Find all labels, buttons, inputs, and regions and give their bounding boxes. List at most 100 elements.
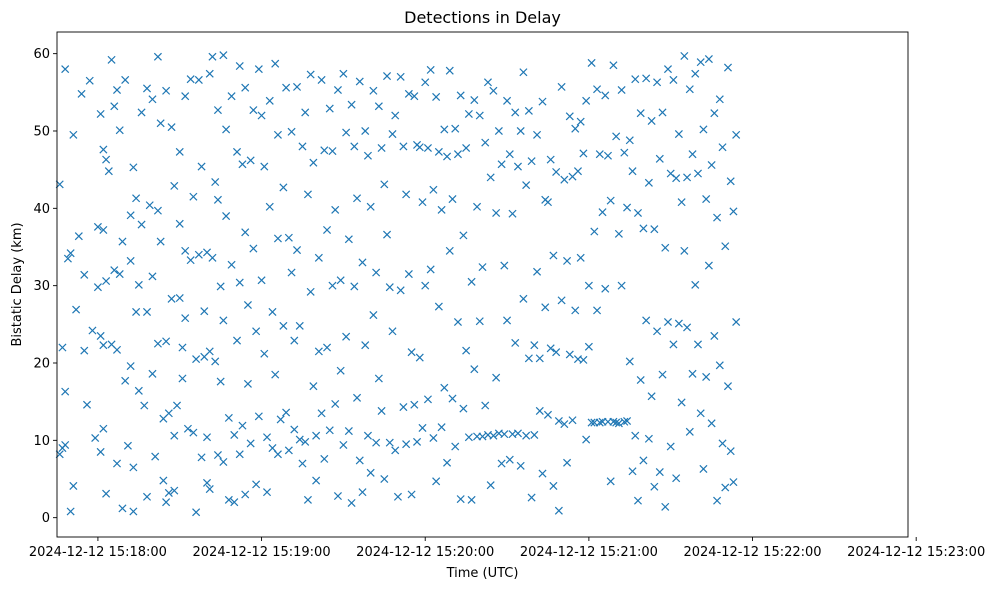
data-point: [134, 386, 143, 395]
data-point: [388, 327, 397, 336]
data-point: [554, 506, 563, 515]
data-point: [385, 283, 394, 292]
data-point: [181, 314, 190, 323]
data-point: [126, 211, 135, 220]
data-point: [576, 253, 585, 262]
data-point: [273, 130, 282, 139]
data-point: [271, 59, 280, 68]
data-point: [693, 340, 703, 349]
data-point: [391, 446, 400, 455]
y-tick-label: 60: [33, 47, 50, 62]
data-point: [497, 160, 506, 169]
data-point: [563, 458, 572, 467]
data-point: [456, 495, 465, 504]
data-point: [538, 97, 547, 106]
data-point: [145, 201, 154, 210]
data-point: [636, 109, 645, 118]
data-point: [205, 69, 214, 78]
data-point: [653, 78, 662, 87]
data-point: [609, 61, 618, 70]
data-point: [423, 143, 432, 153]
data-point: [614, 419, 623, 428]
data-point: [693, 169, 703, 178]
data-point: [328, 147, 337, 156]
data-point: [355, 77, 364, 86]
data-point: [112, 459, 122, 468]
data-point: [287, 268, 296, 277]
data-point: [396, 72, 405, 81]
data-point: [492, 373, 501, 382]
data-point: [93, 222, 102, 231]
data-point: [197, 162, 206, 171]
data-point: [164, 488, 173, 497]
data-point: [99, 225, 108, 235]
data-point: [620, 417, 629, 426]
data-point: [445, 66, 454, 75]
data-point: [522, 431, 531, 440]
data-point: [358, 258, 367, 267]
data-point: [527, 157, 536, 166]
data-point: [516, 461, 525, 470]
data-point: [530, 430, 539, 439]
data-point: [644, 178, 653, 187]
data-point: [672, 474, 681, 483]
data-point: [691, 69, 700, 78]
data-point: [380, 474, 389, 484]
data-point: [642, 74, 651, 83]
data-point: [260, 162, 269, 171]
data-point: [257, 276, 266, 285]
data-point: [213, 106, 222, 115]
data-point: [595, 150, 604, 159]
data-point: [279, 321, 288, 330]
data-point: [377, 143, 386, 153]
data-point: [451, 124, 460, 133]
data-point: [232, 336, 242, 345]
plot-frame: [56, 31, 909, 538]
data-point: [164, 409, 173, 418]
data-point: [96, 447, 105, 456]
data-point: [162, 86, 171, 95]
data-point: [162, 498, 171, 507]
data-point: [282, 408, 291, 417]
data-point: [612, 418, 621, 427]
y-axis-label: Bistatic Delay (km): [10, 222, 25, 346]
data-point: [418, 423, 427, 432]
data-point: [434, 302, 443, 311]
data-point: [227, 260, 236, 269]
data-point: [696, 409, 705, 418]
data-point: [524, 106, 533, 115]
data-point: [552, 348, 561, 357]
data-point: [216, 282, 225, 291]
data-point: [647, 116, 656, 125]
data-point: [189, 192, 198, 201]
data-point: [448, 195, 457, 204]
data-point: [246, 156, 255, 165]
data-point: [704, 55, 713, 64]
data-point: [314, 253, 323, 262]
data-point: [429, 433, 438, 443]
data-point: [115, 270, 124, 279]
data-point: [674, 319, 683, 328]
data-point: [235, 278, 244, 287]
data-point: [620, 148, 629, 157]
x-tick-label: 2024-12-12 15:20:00: [356, 545, 494, 560]
data-point: [219, 51, 228, 60]
data-point: [475, 111, 484, 120]
data-point: [85, 76, 94, 85]
data-point: [459, 231, 468, 240]
data-point: [478, 263, 487, 272]
data-point: [249, 106, 258, 115]
data-point: [325, 426, 334, 435]
data-point: [511, 108, 520, 117]
data-point: [402, 440, 411, 449]
data-point: [576, 117, 585, 126]
data-point: [579, 355, 588, 364]
data-point: [320, 146, 329, 155]
data-point: [186, 75, 195, 84]
data-point: [688, 150, 697, 159]
data-point: [260, 349, 269, 358]
data-point: [535, 406, 544, 415]
data-point: [587, 418, 596, 427]
data-point: [303, 190, 312, 199]
